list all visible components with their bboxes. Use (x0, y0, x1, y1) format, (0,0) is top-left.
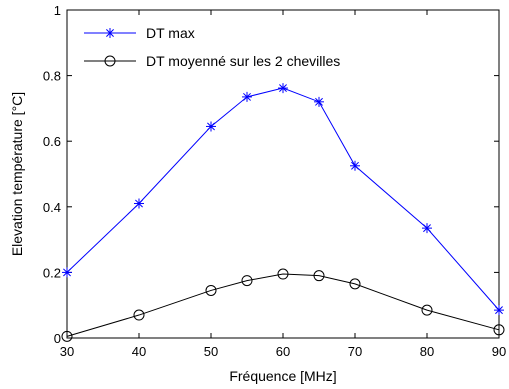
data-point-star (62, 267, 72, 278)
y-tick-label: 1 (54, 3, 61, 18)
series-line-1 (66, 273, 500, 337)
x-tick-labels: 30 40 50 60 70 80 90 (60, 344, 506, 359)
y-tick-label: 0.8 (43, 69, 61, 84)
legend-star-icon (105, 28, 115, 38)
data-point-star (314, 96, 324, 107)
x-axis-label: Fréquence [MHz] (229, 368, 336, 384)
x-tick-label: 40 (132, 344, 146, 359)
data-point-circle (61, 330, 73, 342)
plot-area (66, 9, 500, 339)
data-point-circle (277, 268, 289, 280)
y-tick-label: 0 (54, 331, 61, 346)
legend-marker-dt-max (105, 28, 115, 38)
y-tick-label: 0.6 (43, 134, 61, 149)
data-point-circle (313, 270, 325, 282)
data-point-circle (493, 324, 505, 336)
data-point-star (278, 83, 288, 94)
data-point-circle (421, 304, 433, 316)
data-point-star (350, 160, 360, 171)
x-tick-label: 30 (60, 344, 74, 359)
data-point-circle (205, 284, 217, 296)
data-point-circle (349, 278, 361, 290)
data-point-star (134, 198, 144, 209)
legend-label-dt-moyenne: DT moyenné sur les 2 chevilles (146, 53, 340, 69)
data-point-star (422, 223, 432, 234)
data-point-circle (133, 309, 145, 321)
legend: DT max DT moyenné sur les 2 chevilles (84, 25, 340, 69)
y-tick-label: 0.4 (43, 200, 61, 215)
x-tick-label: 50 (204, 344, 218, 359)
y-tick-label: 0.2 (43, 265, 61, 280)
axis-ticks (66, 9, 500, 339)
y-tick-labels: 0 0.2 0.4 0.6 0.8 1 (43, 3, 61, 346)
data-point-star (242, 91, 252, 102)
data-point-star (206, 121, 216, 132)
data-point-circle (241, 275, 253, 287)
series-markers (61, 83, 505, 342)
data-point-star (494, 305, 504, 316)
y-axis-label: Elevation température [°C] (9, 92, 25, 256)
x-tick-label: 80 (420, 344, 434, 359)
legend-marker-dt-moyenne (104, 55, 116, 67)
x-tick-label: 90 (492, 344, 506, 359)
x-tick-label: 70 (348, 344, 362, 359)
legend-label-dt-max: DT max (146, 25, 195, 41)
x-tick-label: 60 (276, 344, 290, 359)
